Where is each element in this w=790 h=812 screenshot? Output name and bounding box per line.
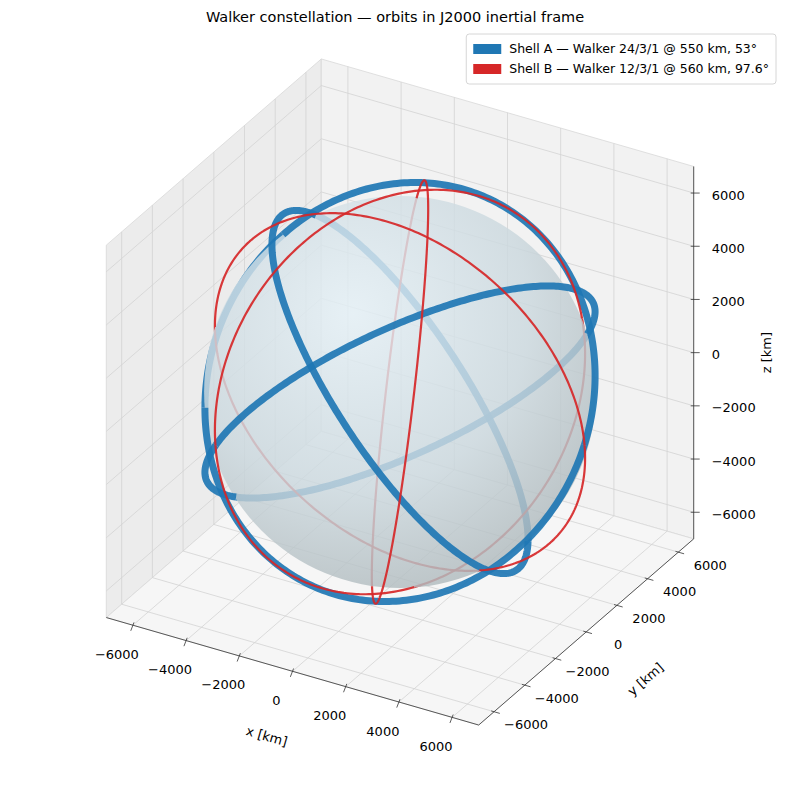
- tick-label: 4000: [366, 724, 399, 739]
- orbit: [215, 213, 585, 445]
- tick: [522, 684, 531, 686]
- grid: [106, 67, 693, 718]
- grid-line: [122, 604, 494, 712]
- orbit: [205, 408, 584, 602]
- orbits-front: [205, 180, 595, 603]
- tick: [290, 668, 293, 676]
- tick: [614, 605, 623, 607]
- tick-label: 4000: [712, 241, 745, 256]
- tick: [131, 622, 134, 630]
- tick: [397, 699, 400, 707]
- tick-label: 0: [272, 693, 280, 708]
- y-axis-title: y [km]: [625, 660, 667, 699]
- tick: [691, 352, 700, 353]
- panes: [106, 59, 693, 725]
- legend: Shell A — Walker 24/3/1 @ 550 km, 53° She…: [466, 34, 776, 84]
- orbit: [215, 445, 414, 594]
- orbit: [205, 445, 236, 497]
- title: Walker constellation — orbits in J2000 i…: [206, 9, 584, 25]
- tick-label: 2000: [632, 611, 665, 626]
- tick-label: 2000: [712, 294, 745, 309]
- tick-label: −2000: [201, 677, 245, 692]
- tick: [691, 193, 700, 194]
- tick-label: 0: [712, 347, 720, 362]
- x-axis-line: [106, 618, 478, 726]
- orbit: [372, 180, 428, 603]
- tick: [691, 246, 700, 247]
- legend-label: Shell B — Walker 12/3/1 @ 560 km, 97.6°: [509, 61, 769, 76]
- tick-label: −2000: [565, 664, 609, 679]
- tick-label: −6000: [95, 647, 139, 662]
- chart-root: −6000 −4000 −2000 0 2000 4000 6000 −6000 −4000 −2…: [0, 0, 790, 812]
- tick-label: −6000: [504, 717, 548, 732]
- tick-label: −4000: [535, 691, 579, 706]
- tick: [691, 459, 700, 460]
- orbit: [215, 190, 582, 446]
- orbit: [272, 210, 528, 573]
- legend-swatch: [473, 44, 501, 54]
- x-axis-title: x [km]: [244, 723, 289, 749]
- tick: [450, 715, 453, 723]
- tick-label: 0: [614, 637, 622, 652]
- tick: [553, 658, 562, 660]
- orbit: [216, 286, 595, 445]
- tick-label: −4000: [148, 662, 192, 677]
- tick-label: −4000: [712, 454, 756, 469]
- legend-swatch: [473, 64, 501, 74]
- tick-label: −6000: [712, 507, 756, 522]
- tick: [491, 711, 500, 713]
- tick: [184, 638, 187, 646]
- tick: [645, 578, 654, 580]
- tick: [675, 551, 684, 553]
- legend-label: Shell A — Walker 24/3/1 @ 550 km, 53°: [509, 41, 757, 56]
- tick-label: 6000: [712, 188, 745, 203]
- grid-line: [321, 86, 693, 194]
- tick-label: −2000: [712, 400, 756, 415]
- tick-label: 4000: [663, 584, 696, 599]
- y-axis-line: [479, 539, 694, 725]
- tick: [691, 512, 700, 513]
- tick-label: 6000: [694, 558, 727, 573]
- tick: [237, 653, 240, 661]
- tick-label: 2000: [313, 708, 346, 723]
- tick: [583, 631, 592, 633]
- axes: −6000 −4000 −2000 0 2000 4000 6000 −6000 −4000 −2…: [95, 166, 774, 753]
- tick: [344, 684, 347, 692]
- orbit: [479, 445, 585, 570]
- z-axis-title: z [km]: [759, 332, 774, 373]
- tick: [691, 405, 700, 406]
- tick: [691, 299, 700, 300]
- chart: −6000 −4000 −2000 0 2000 4000 6000 −6000 −4000 −2…: [0, 0, 790, 812]
- tick-label: 6000: [420, 739, 453, 754]
- legend-box: [466, 34, 776, 84]
